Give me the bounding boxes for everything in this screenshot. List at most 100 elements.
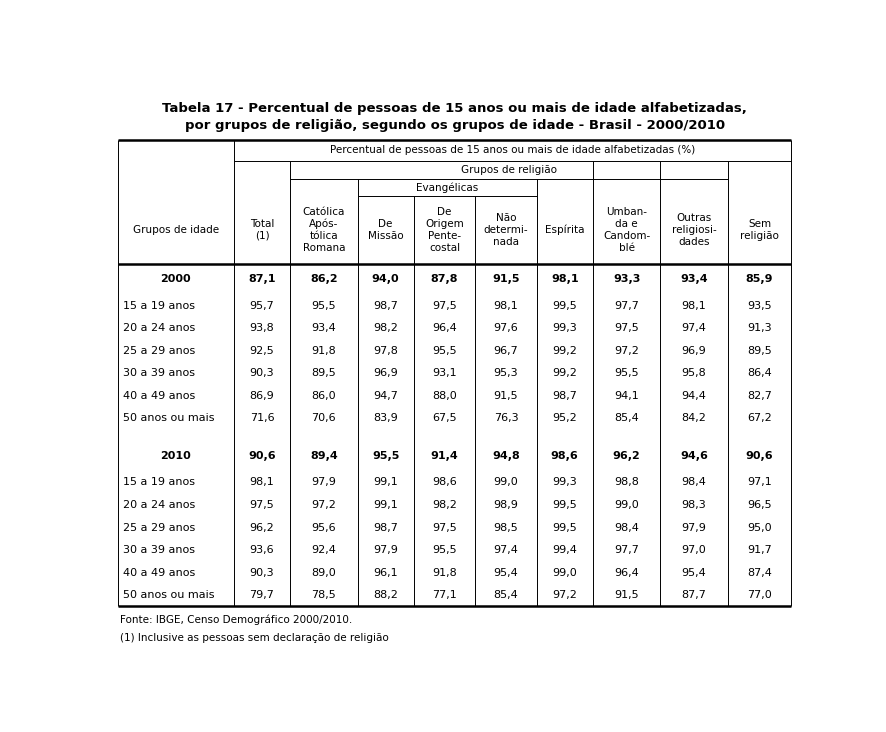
Text: Sem
religião: Sem religião <box>739 219 778 241</box>
Text: 30 a 39 anos: 30 a 39 anos <box>123 545 195 555</box>
Text: 76,3: 76,3 <box>493 414 517 423</box>
Text: 89,5: 89,5 <box>311 368 336 378</box>
Text: 98,6: 98,6 <box>431 477 456 488</box>
Text: Tabela 17 - Percentual de pessoas de 15 anos ou mais de idade alfabetizadas,
por: Tabela 17 - Percentual de pessoas de 15 … <box>162 102 746 132</box>
Text: 99,0: 99,0 <box>493 477 517 488</box>
Text: 77,1: 77,1 <box>431 590 456 600</box>
Text: 91,4: 91,4 <box>430 451 458 460</box>
Text: 98,9: 98,9 <box>493 500 517 510</box>
Text: 98,1: 98,1 <box>680 301 705 311</box>
Text: De
Missão: De Missão <box>368 219 403 241</box>
Text: 97,7: 97,7 <box>613 545 638 555</box>
Text: 95,5: 95,5 <box>431 545 456 555</box>
Text: 99,2: 99,2 <box>552 368 577 378</box>
Text: 87,1: 87,1 <box>248 274 276 284</box>
Text: De
Origem
Pente-
costal: De Origem Pente- costal <box>424 207 463 253</box>
Text: 91,8: 91,8 <box>311 346 336 356</box>
Text: 91,5: 91,5 <box>493 391 517 401</box>
Text: 95,4: 95,4 <box>493 567 517 578</box>
Text: 93,6: 93,6 <box>249 545 274 555</box>
Text: 98,7: 98,7 <box>373 523 398 533</box>
Text: 97,6: 97,6 <box>493 324 517 333</box>
Text: 99,3: 99,3 <box>552 477 577 488</box>
Text: 93,4: 93,4 <box>311 324 336 333</box>
Text: 78,5: 78,5 <box>311 590 336 600</box>
Text: 98,3: 98,3 <box>680 500 705 510</box>
Text: 97,9: 97,9 <box>311 477 336 488</box>
Text: 95,2: 95,2 <box>552 414 577 423</box>
Text: 97,1: 97,1 <box>746 477 771 488</box>
Text: 98,7: 98,7 <box>373 301 398 311</box>
Text: 97,0: 97,0 <box>680 545 705 555</box>
Text: 98,7: 98,7 <box>552 391 577 401</box>
Text: 97,5: 97,5 <box>431 301 456 311</box>
Text: 90,6: 90,6 <box>745 451 773 460</box>
Text: Fonte: IBGE, Censo Demográfico 2000/2010.: Fonte: IBGE, Censo Demográfico 2000/2010… <box>120 615 352 625</box>
Text: 93,8: 93,8 <box>249 324 274 333</box>
Text: 95,5: 95,5 <box>614 368 638 378</box>
Text: 90,6: 90,6 <box>248 451 276 460</box>
Text: 85,4: 85,4 <box>613 414 638 423</box>
Text: 97,4: 97,4 <box>680 324 705 333</box>
Text: 71,6: 71,6 <box>249 414 274 423</box>
Text: 77,0: 77,0 <box>746 590 771 600</box>
Text: 91,5: 91,5 <box>614 590 638 600</box>
Text: 98,6: 98,6 <box>550 451 578 460</box>
Text: 96,7: 96,7 <box>493 346 517 356</box>
Text: 90,3: 90,3 <box>249 567 274 578</box>
Text: 94,1: 94,1 <box>613 391 638 401</box>
Text: 91,7: 91,7 <box>746 545 771 555</box>
Text: 97,4: 97,4 <box>493 545 517 555</box>
Text: 96,5: 96,5 <box>746 500 771 510</box>
Text: 96,4: 96,4 <box>613 567 638 578</box>
Text: 98,8: 98,8 <box>613 477 638 488</box>
Text: 92,4: 92,4 <box>311 545 336 555</box>
Text: 98,2: 98,2 <box>373 324 398 333</box>
Text: 91,3: 91,3 <box>746 324 771 333</box>
Text: 98,5: 98,5 <box>493 523 517 533</box>
Text: Evangélicas: Evangélicas <box>416 182 478 193</box>
Text: 95,8: 95,8 <box>680 368 705 378</box>
Text: 20 a 24 anos: 20 a 24 anos <box>123 500 195 510</box>
Text: 87,7: 87,7 <box>680 590 705 600</box>
Text: 15 a 19 anos: 15 a 19 anos <box>123 477 195 488</box>
Text: 30 a 39 anos: 30 a 39 anos <box>123 368 195 378</box>
Text: 86,0: 86,0 <box>311 391 336 401</box>
Text: 50 anos ou mais: 50 anos ou mais <box>123 414 214 423</box>
Text: 99,0: 99,0 <box>613 500 638 510</box>
Text: 89,5: 89,5 <box>746 346 771 356</box>
Text: 97,9: 97,9 <box>373 545 398 555</box>
Text: 25 a 29 anos: 25 a 29 anos <box>123 523 195 533</box>
Text: Espírita: Espírita <box>544 225 584 235</box>
Text: Total
(1): Total (1) <box>250 219 274 241</box>
Text: 95,5: 95,5 <box>371 451 399 460</box>
Text: 85,4: 85,4 <box>493 590 517 600</box>
Text: 67,5: 67,5 <box>431 414 456 423</box>
Text: 99,0: 99,0 <box>552 567 577 578</box>
Text: Grupos de idade: Grupos de idade <box>133 225 219 235</box>
Text: 93,1: 93,1 <box>431 368 456 378</box>
Text: 70,6: 70,6 <box>311 414 336 423</box>
Text: 20 a 24 anos: 20 a 24 anos <box>123 324 195 333</box>
Text: 97,9: 97,9 <box>680 523 705 533</box>
Text: 91,8: 91,8 <box>431 567 456 578</box>
Text: 96,9: 96,9 <box>373 368 398 378</box>
Text: 99,4: 99,4 <box>552 545 577 555</box>
Text: 86,2: 86,2 <box>310 274 338 284</box>
Text: 99,5: 99,5 <box>552 301 577 311</box>
Text: 84,2: 84,2 <box>680 414 705 423</box>
Text: 99,1: 99,1 <box>373 477 398 488</box>
Text: (1) Inclusive as pessoas sem declaração de religião: (1) Inclusive as pessoas sem declaração … <box>120 633 388 643</box>
Text: 88,2: 88,2 <box>373 590 398 600</box>
Text: 98,1: 98,1 <box>550 274 578 284</box>
Text: 99,5: 99,5 <box>552 523 577 533</box>
Text: 96,9: 96,9 <box>680 346 705 356</box>
Text: 97,8: 97,8 <box>373 346 398 356</box>
Text: 2010: 2010 <box>160 451 191 460</box>
Text: 85,9: 85,9 <box>745 274 773 284</box>
Text: 96,2: 96,2 <box>249 523 274 533</box>
Text: 94,8: 94,8 <box>492 451 519 460</box>
Text: 89,0: 89,0 <box>311 567 336 578</box>
Text: 95,0: 95,0 <box>746 523 771 533</box>
Text: 95,4: 95,4 <box>680 567 705 578</box>
